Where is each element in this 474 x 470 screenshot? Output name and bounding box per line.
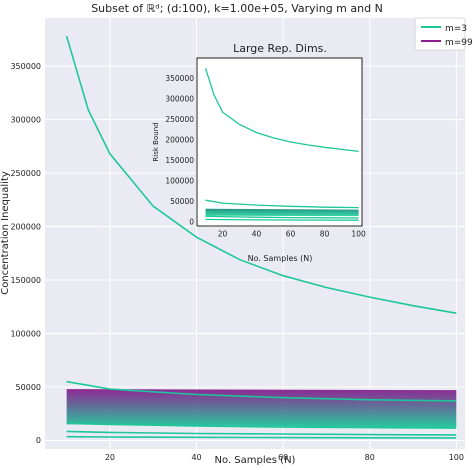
y-tick-label: 300000 [165, 95, 194, 104]
series-line-1 [66, 380, 457, 402]
inset-chart: Large Rep. Dims. 0 50000 100000 150000 20000… [152, 42, 366, 263]
y-tick-label: 150000 [165, 156, 194, 165]
y-tick-label: 0 [189, 218, 194, 227]
series-line-2 [66, 422, 457, 429]
inset-title: Large Rep. Dims. [233, 42, 327, 55]
x-tick-label: 60 [286, 230, 296, 239]
x-tick-label: 100 [351, 230, 366, 239]
series-line-4 [66, 435, 457, 439]
band-area [66, 389, 457, 428]
inset-y-axis-label: Risk Bound [152, 122, 160, 161]
series-line-0 [65, 35, 457, 314]
y-tick-label: 50000 [16, 383, 41, 392]
series-line-2 [205, 215, 359, 219]
x-tick-label: 20 [218, 230, 228, 239]
x-tick-label: 40 [252, 230, 262, 239]
series-line-3 [66, 430, 457, 436]
y-tick-label: 0 [36, 436, 41, 445]
inset-lines-group [204, 68, 359, 221]
x-tick-label: 100 [449, 453, 464, 462]
y-tick-label: 150000 [10, 276, 41, 285]
legend-label-m99: m=99 [445, 38, 473, 48]
inset-band-group [205, 208, 359, 217]
series-line-3 [205, 218, 359, 221]
series-line-1 [205, 199, 359, 209]
legend-label-m3: m=3 [445, 24, 467, 34]
main-y-tick-labels: 0 50000 100000 150000 200000 250000 300000 3500… [10, 62, 41, 445]
inset-y-tick-labels: 0 50000 100000 150000 200000 250000 300000 3500… [165, 74, 194, 226]
legend: m=3 m=99 [414, 17, 473, 51]
inset-background [196, 57, 363, 227]
main-lines-group [65, 35, 457, 439]
x-tick-label: 40 [191, 453, 201, 462]
x-tick-label: 60 [278, 453, 288, 462]
band-area [205, 208, 359, 217]
inset-x-tick-labels: 20 40 60 80 100 [218, 230, 366, 239]
y-tick-label: 100000 [165, 177, 194, 186]
y-tick-label: 50000 [170, 197, 194, 206]
main-x-tick-labels: 20 40 60 80 100 [105, 453, 464, 462]
main-band-group [66, 389, 457, 428]
x-tick-label: 80 [320, 230, 330, 239]
main-x-axis-label: No. Samples (N) [215, 455, 296, 466]
y-tick-label: 200000 [165, 136, 194, 145]
x-tick-label: 80 [365, 453, 375, 462]
y-tick-label: 350000 [10, 62, 41, 71]
y-tick-label: 250000 [165, 115, 194, 124]
y-tick-label: 250000 [10, 169, 41, 178]
y-tick-label: 200000 [10, 222, 41, 231]
y-tick-label: 350000 [165, 74, 194, 83]
main-title: Subset of ℝᵈ; (d:100), k=1.00e+05, Varyi… [91, 2, 383, 15]
main-y-axis-label: Concentration Inequality [0, 171, 11, 295]
x-tick-label: 20 [105, 453, 115, 462]
y-tick-label: 300000 [10, 115, 41, 124]
inset-x-axis-label: No. Samples (N) [248, 254, 313, 263]
series-line-0 [204, 68, 359, 153]
y-tick-label: 100000 [10, 329, 41, 338]
